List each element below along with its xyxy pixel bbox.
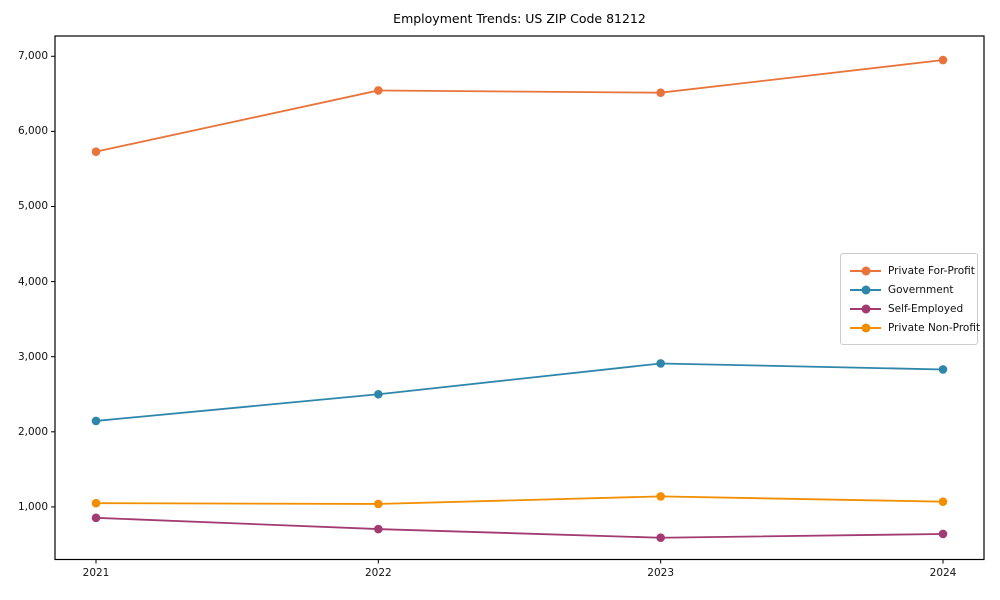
legend-item: Government — [850, 280, 969, 299]
data-point-marker — [91, 416, 101, 426]
series-line-government — [95, 362, 944, 422]
legend-item: Private For-Profit — [850, 261, 975, 280]
data-point-marker — [656, 533, 665, 543]
legend-marker-private-for-profit — [850, 266, 881, 276]
y-tick-label: 2,000 — [17, 425, 48, 438]
series-line-private-for-profit — [95, 59, 944, 153]
data-point-marker — [374, 389, 383, 399]
data-point-marker — [91, 147, 101, 156]
data-point-marker — [374, 524, 383, 534]
x-tick-label: 2023 — [647, 566, 675, 579]
y-tick-label: 4,000 — [17, 275, 48, 288]
legend-marker-self-employed — [850, 304, 881, 314]
data-point-marker — [374, 499, 383, 509]
legend-item: Self-Employed — [850, 300, 969, 319]
data-point-marker — [938, 365, 948, 374]
data-point-marker — [374, 86, 383, 95]
legend-marker-government — [850, 285, 881, 295]
x-tick-label: 2024 — [929, 566, 957, 579]
data-point-marker — [938, 529, 948, 539]
y-tick-label: 7,000 — [17, 50, 48, 63]
legend: Private For-Profit Government Self-Emplo… — [840, 253, 980, 345]
y-tick-label: 3,000 — [17, 350, 48, 363]
x-tick-label: 2022 — [364, 566, 392, 579]
legend-label: Self-Employed — [888, 303, 964, 316]
legend-label: Private For-Profit — [888, 264, 975, 277]
legend-marker-private-non-profit — [850, 323, 881, 333]
y-tick-label: 5,000 — [17, 200, 48, 213]
series-line-self-employed — [95, 516, 944, 539]
data-point-marker — [656, 359, 665, 368]
data-point-marker — [938, 55, 948, 65]
legend-label: Private Non-Profit — [888, 322, 981, 335]
legend-item: Private Non-Profit — [850, 319, 980, 338]
legend-label: Government — [888, 283, 954, 296]
y-tick-label: 1,000 — [17, 500, 48, 513]
data-point-marker — [656, 88, 665, 98]
x-tick-label: 2021 — [82, 566, 110, 579]
y-tick-label: 6,000 — [17, 125, 48, 138]
axes-frame — [54, 35, 985, 561]
series-line-private-non-profit — [95, 495, 944, 505]
chart-title: Employment Trends: US ZIP Code 81212 — [393, 11, 646, 26]
data-point-marker — [91, 498, 101, 508]
data-point-marker — [656, 492, 665, 501]
data-point-marker — [938, 497, 948, 506]
data-point-marker — [91, 513, 101, 523]
